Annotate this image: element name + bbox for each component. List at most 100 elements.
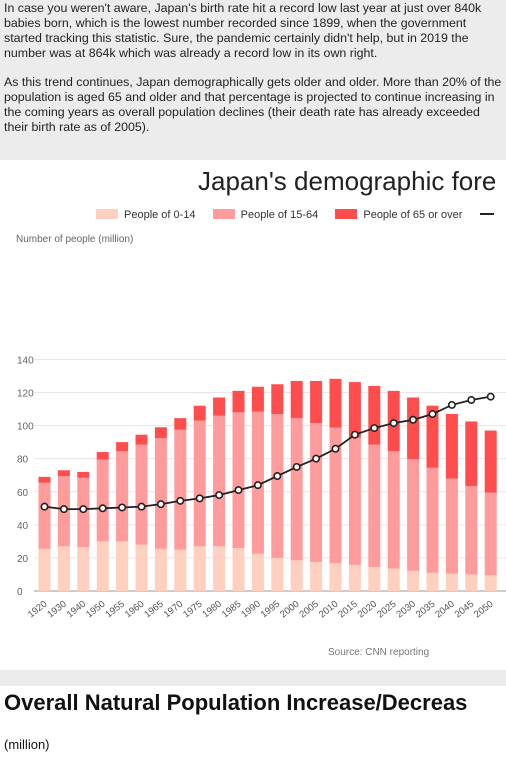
bar-segment-0-14 (368, 567, 381, 591)
bar-segment-0-14 (310, 562, 323, 591)
legend-item-15-64: People of 15-64 (212, 209, 319, 221)
bar-segment-65-over (77, 471, 90, 478)
total-population-point (428, 410, 437, 419)
bar-segment-15-64 (310, 423, 323, 563)
total-population-point (118, 503, 127, 512)
legend-line-total (479, 213, 494, 215)
legend-swatch-0-14 (96, 209, 118, 219)
total-population-point (389, 419, 398, 428)
legend-swatch-15-64 (212, 209, 235, 219)
total-population-point (292, 462, 301, 471)
bar-segment-15-64 (329, 427, 342, 564)
x-tick-label: 1995 (259, 599, 282, 621)
x-tick-label: 2010 (317, 599, 340, 621)
legend-label-15-64: People of 15-64 (240, 209, 319, 221)
chart-legend: People of 0-14 People of 15-64 People of… (96, 209, 506, 221)
legend-item-65-over: People of 65 or over (335, 209, 462, 221)
bar-segment-15-64 (213, 415, 226, 547)
bar-segment-0-14 (96, 541, 109, 591)
bar-segment-65-over (154, 427, 167, 439)
bar-segment-65-over (329, 378, 342, 428)
bar-segment-0-14 (445, 573, 458, 591)
x-tick-label: 2050 (472, 599, 495, 621)
bar-segment-15-64 (116, 451, 129, 542)
x-tick-label: 2040 (433, 599, 456, 621)
bar-segment-0-14 (465, 574, 478, 591)
bar-segment-0-14 (135, 544, 148, 591)
bar-segment-0-14 (174, 549, 187, 591)
bar-segment-0-14 (484, 575, 497, 591)
bar-segment-65-over (290, 380, 303, 419)
bar-segment-0-14 (271, 557, 284, 591)
total-population-point (273, 472, 282, 481)
x-tick-label: 2020 (356, 599, 379, 621)
bar-segment-15-64 (232, 412, 245, 548)
bar-segment-0-14 (426, 572, 439, 591)
demographic-chart: Japan's demographic fore People of 0-14 … (0, 160, 506, 670)
x-tick-label: 2005 (298, 599, 321, 621)
bar-segment-15-64 (368, 444, 381, 568)
bar-segment-0-14 (57, 546, 70, 591)
total-population-point (176, 496, 185, 505)
bar-segment-0-14 (329, 563, 342, 591)
x-tick-label: 1950 (84, 599, 107, 621)
legend-item-0-14: People of 0-14 (96, 209, 196, 221)
bar-segment-0-14 (154, 548, 167, 591)
total-population-point (370, 424, 379, 433)
total-population-point (467, 395, 476, 404)
total-population-point (234, 486, 243, 495)
x-tick-label: 1965 (142, 599, 165, 621)
total-population-point (40, 502, 49, 511)
x-tick-label: 2000 (278, 599, 301, 621)
bar-segment-65-over (368, 385, 381, 445)
bar-segment-0-14 (77, 547, 90, 591)
bar-segment-15-64 (174, 429, 187, 550)
total-population-point (156, 500, 165, 509)
x-tick-label: 2045 (453, 599, 476, 621)
x-tick-label: 2035 (414, 599, 437, 621)
total-population-point (195, 494, 204, 503)
legend-swatch-65-over (335, 209, 358, 219)
y-tick-label: 120 (17, 389, 34, 400)
bar-segment-65-over (484, 430, 497, 493)
bar-segment-0-14 (38, 548, 51, 591)
bar-segment-0-14 (387, 568, 400, 591)
bar-segment-65-over (445, 414, 458, 479)
x-tick-label: 1975 (181, 599, 204, 621)
bar-segment-0-14 (193, 546, 206, 591)
x-tick-label: 1920 (26, 599, 49, 621)
x-tick-label: 1955 (104, 599, 127, 621)
x-tick-label: 2030 (395, 599, 418, 621)
y-tick-label: 140 (17, 355, 34, 366)
intro-paragraph-2: As this trend continues, Japan demograph… (4, 75, 502, 134)
bar-segment-65-over (310, 380, 323, 424)
y-tick-label: 60 (17, 488, 29, 499)
bar-segment-65-over (96, 452, 109, 460)
bar-segment-65-over (193, 405, 206, 421)
bar-segment-65-over (251, 386, 264, 412)
total-population-point (409, 415, 418, 424)
bar-segment-15-64 (465, 485, 478, 575)
y-tick-label: 0 (17, 587, 23, 598)
bar-segment-15-64 (290, 418, 303, 561)
bar-segment-15-64 (348, 437, 361, 565)
bar-segment-0-14 (348, 564, 361, 591)
bar-segment-65-over (348, 382, 361, 438)
intro-paragraph-1: In case you weren't aware, Japan's birth… (4, 1, 482, 60)
x-tick-label: 2015 (336, 599, 359, 621)
bar-segment-65-over (426, 405, 439, 468)
unit-note: (million) (4, 737, 50, 752)
x-tick-label: 1980 (201, 599, 224, 621)
total-population-point (331, 444, 340, 453)
bar-segment-65-over (465, 421, 478, 486)
bar-segment-15-64 (271, 414, 284, 558)
legend-label-0-14: People of 0-14 (124, 209, 196, 221)
x-tick-label: 1960 (123, 599, 146, 621)
y-tick-label: 80 (17, 455, 29, 466)
chart-plot: 0204060801001201401920193019401950195519… (17, 355, 506, 621)
bar-segment-15-64 (426, 467, 439, 573)
bar-segment-0-14 (116, 541, 129, 591)
bar-segment-65-over (174, 418, 187, 430)
y-tick-label: 40 (17, 521, 29, 532)
y-tick-label: 100 (17, 422, 34, 433)
